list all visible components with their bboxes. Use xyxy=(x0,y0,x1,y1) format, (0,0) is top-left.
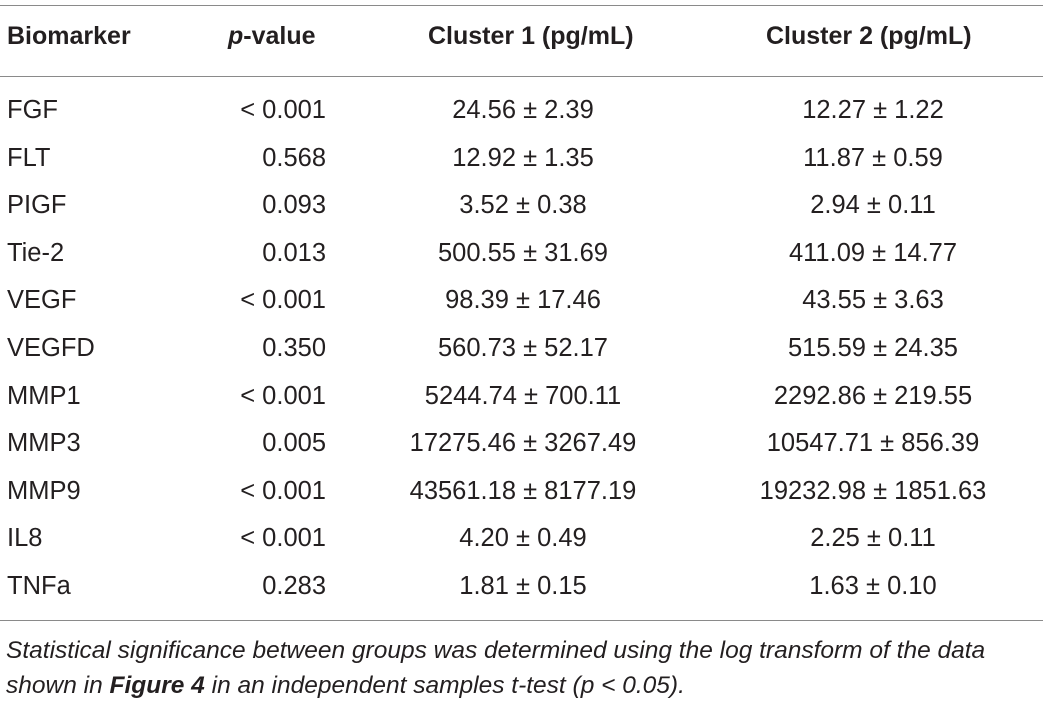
header-p-italic: p xyxy=(228,22,244,50)
cell-cluster-1: 12.92 ± 1.35 xyxy=(452,143,594,172)
cell-cluster-2: 411.09 ± 14.77 xyxy=(788,238,958,267)
cell-cluster-1: 17275.46 ± 3267.49 xyxy=(409,429,637,458)
cell-p-value: 0.005 xyxy=(262,429,326,458)
cell-biomarker: MMP3 xyxy=(7,429,81,458)
table-row: MMP1 < 0.001 5244.74 ± 700.11 2292.86 ± … xyxy=(0,374,1043,422)
header-cluster-1: Cluster 1 (pg/mL) xyxy=(428,22,634,50)
footnote-text-end: in an independent samples t-test (p < 0.… xyxy=(204,672,685,699)
cell-cluster-1: 1.81 ± 0.15 xyxy=(459,571,587,600)
header-p-value: p-value xyxy=(228,22,316,51)
table-row: Tie-2 0.013 500.55 ± 31.69 411.09 ± 14.7… xyxy=(0,231,1043,279)
table-row: IL8 < 0.001 4.20 ± 0.49 2.25 ± 0.11 xyxy=(0,516,1043,564)
cell-p-value: 0.093 xyxy=(262,191,326,220)
cell-cluster-2: 11.87 ± 0.59 xyxy=(803,143,943,172)
table-row: MMP3 0.005 17275.46 ± 3267.49 10547.71 ±… xyxy=(0,421,1043,469)
cell-biomarker: VEGF xyxy=(7,286,77,315)
table-row: FLT 0.568 12.92 ± 1.35 11.87 ± 0.59 xyxy=(0,136,1043,184)
cell-p-value: < 0.001 xyxy=(240,381,326,410)
cell-biomarker: TNFa xyxy=(7,571,71,600)
cell-p-value: 0.568 xyxy=(262,143,326,172)
table-body: FGF < 0.001 24.56 ± 2.39 12.27 ± 1.22 FL… xyxy=(0,88,1043,612)
cell-biomarker: MMP1 xyxy=(7,381,81,410)
top-rule xyxy=(0,5,1043,6)
cell-cluster-1: 5244.74 ± 700.11 xyxy=(424,381,622,410)
cell-cluster-1: 500.55 ± 31.69 xyxy=(438,238,608,267)
cell-cluster-2: 2292.86 ± 219.55 xyxy=(773,381,973,410)
cell-p-value: 0.283 xyxy=(262,571,326,600)
cell-biomarker: FLT xyxy=(7,143,51,172)
cell-p-value: < 0.001 xyxy=(240,476,326,505)
cell-cluster-1: 560.73 ± 52.17 xyxy=(438,333,608,362)
cell-p-value: < 0.001 xyxy=(240,524,326,553)
cell-cluster-1: 43561.18 ± 8177.19 xyxy=(409,476,637,505)
cell-cluster-1: 3.52 ± 0.38 xyxy=(459,191,587,220)
cell-cluster-1: 4.20 ± 0.49 xyxy=(459,524,587,553)
header-biomarker: Biomarker xyxy=(7,22,131,50)
cell-cluster-2: 10547.71 ± 856.39 xyxy=(766,429,980,458)
cell-biomarker: PIGF xyxy=(7,191,67,220)
table-row: FGF < 0.001 24.56 ± 2.39 12.27 ± 1.22 xyxy=(0,88,1043,136)
cell-cluster-2: 1.63 ± 0.10 xyxy=(809,571,937,600)
cell-biomarker: IL8 xyxy=(7,524,43,553)
table-row: PIGF 0.093 3.52 ± 0.38 2.94 ± 0.11 xyxy=(0,183,1043,231)
cell-p-value: 0.013 xyxy=(262,238,326,267)
header-cluster-2: Cluster 2 (pg/mL) xyxy=(766,22,972,50)
cell-biomarker: Tie-2 xyxy=(7,238,65,267)
cell-cluster-1: 98.39 ± 17.46 xyxy=(445,286,601,315)
cell-cluster-2: 19232.98 ± 1851.63 xyxy=(759,476,987,505)
cell-p-value: < 0.001 xyxy=(240,96,326,124)
header-p-suffix: -value xyxy=(243,22,316,50)
cell-cluster-2: 2.94 ± 0.11 xyxy=(810,191,936,220)
cell-p-value: < 0.001 xyxy=(240,286,326,315)
cell-cluster-1: 24.56 ± 2.39 xyxy=(452,96,594,124)
table-row: VEGF < 0.001 98.39 ± 17.46 43.55 ± 3.63 xyxy=(0,278,1043,326)
bottom-rule xyxy=(0,620,1043,621)
table-row: MMP9 < 0.001 43561.18 ± 8177.19 19232.98… xyxy=(0,469,1043,517)
cell-cluster-2: 43.55 ± 3.63 xyxy=(802,286,944,315)
footnote-text-start: Statistical significance between groups … xyxy=(6,637,986,699)
header-rule xyxy=(0,76,1043,77)
cell-p-value: 0.350 xyxy=(262,333,326,362)
table-footnote: Statistical significance between groups … xyxy=(6,633,1041,703)
cell-biomarker: MMP9 xyxy=(7,476,81,505)
cell-cluster-2: 515.59 ± 24.35 xyxy=(788,333,958,362)
cell-biomarker: VEGFD xyxy=(7,333,95,362)
cell-cluster-2: 12.27 ± 1.22 xyxy=(802,96,944,124)
table-row: VEGFD 0.350 560.73 ± 52.17 515.59 ± 24.3… xyxy=(0,326,1043,374)
cell-biomarker: FGF xyxy=(7,96,58,124)
figure-reference: Figure 4 xyxy=(109,672,205,699)
table-row: TNFa 0.283 1.81 ± 0.15 1.63 ± 0.10 xyxy=(0,564,1043,612)
table-header: Biomarker p-value Cluster 1 (pg/mL) Clus… xyxy=(0,22,1043,62)
cell-cluster-2: 2.25 ± 0.11 xyxy=(810,524,936,553)
